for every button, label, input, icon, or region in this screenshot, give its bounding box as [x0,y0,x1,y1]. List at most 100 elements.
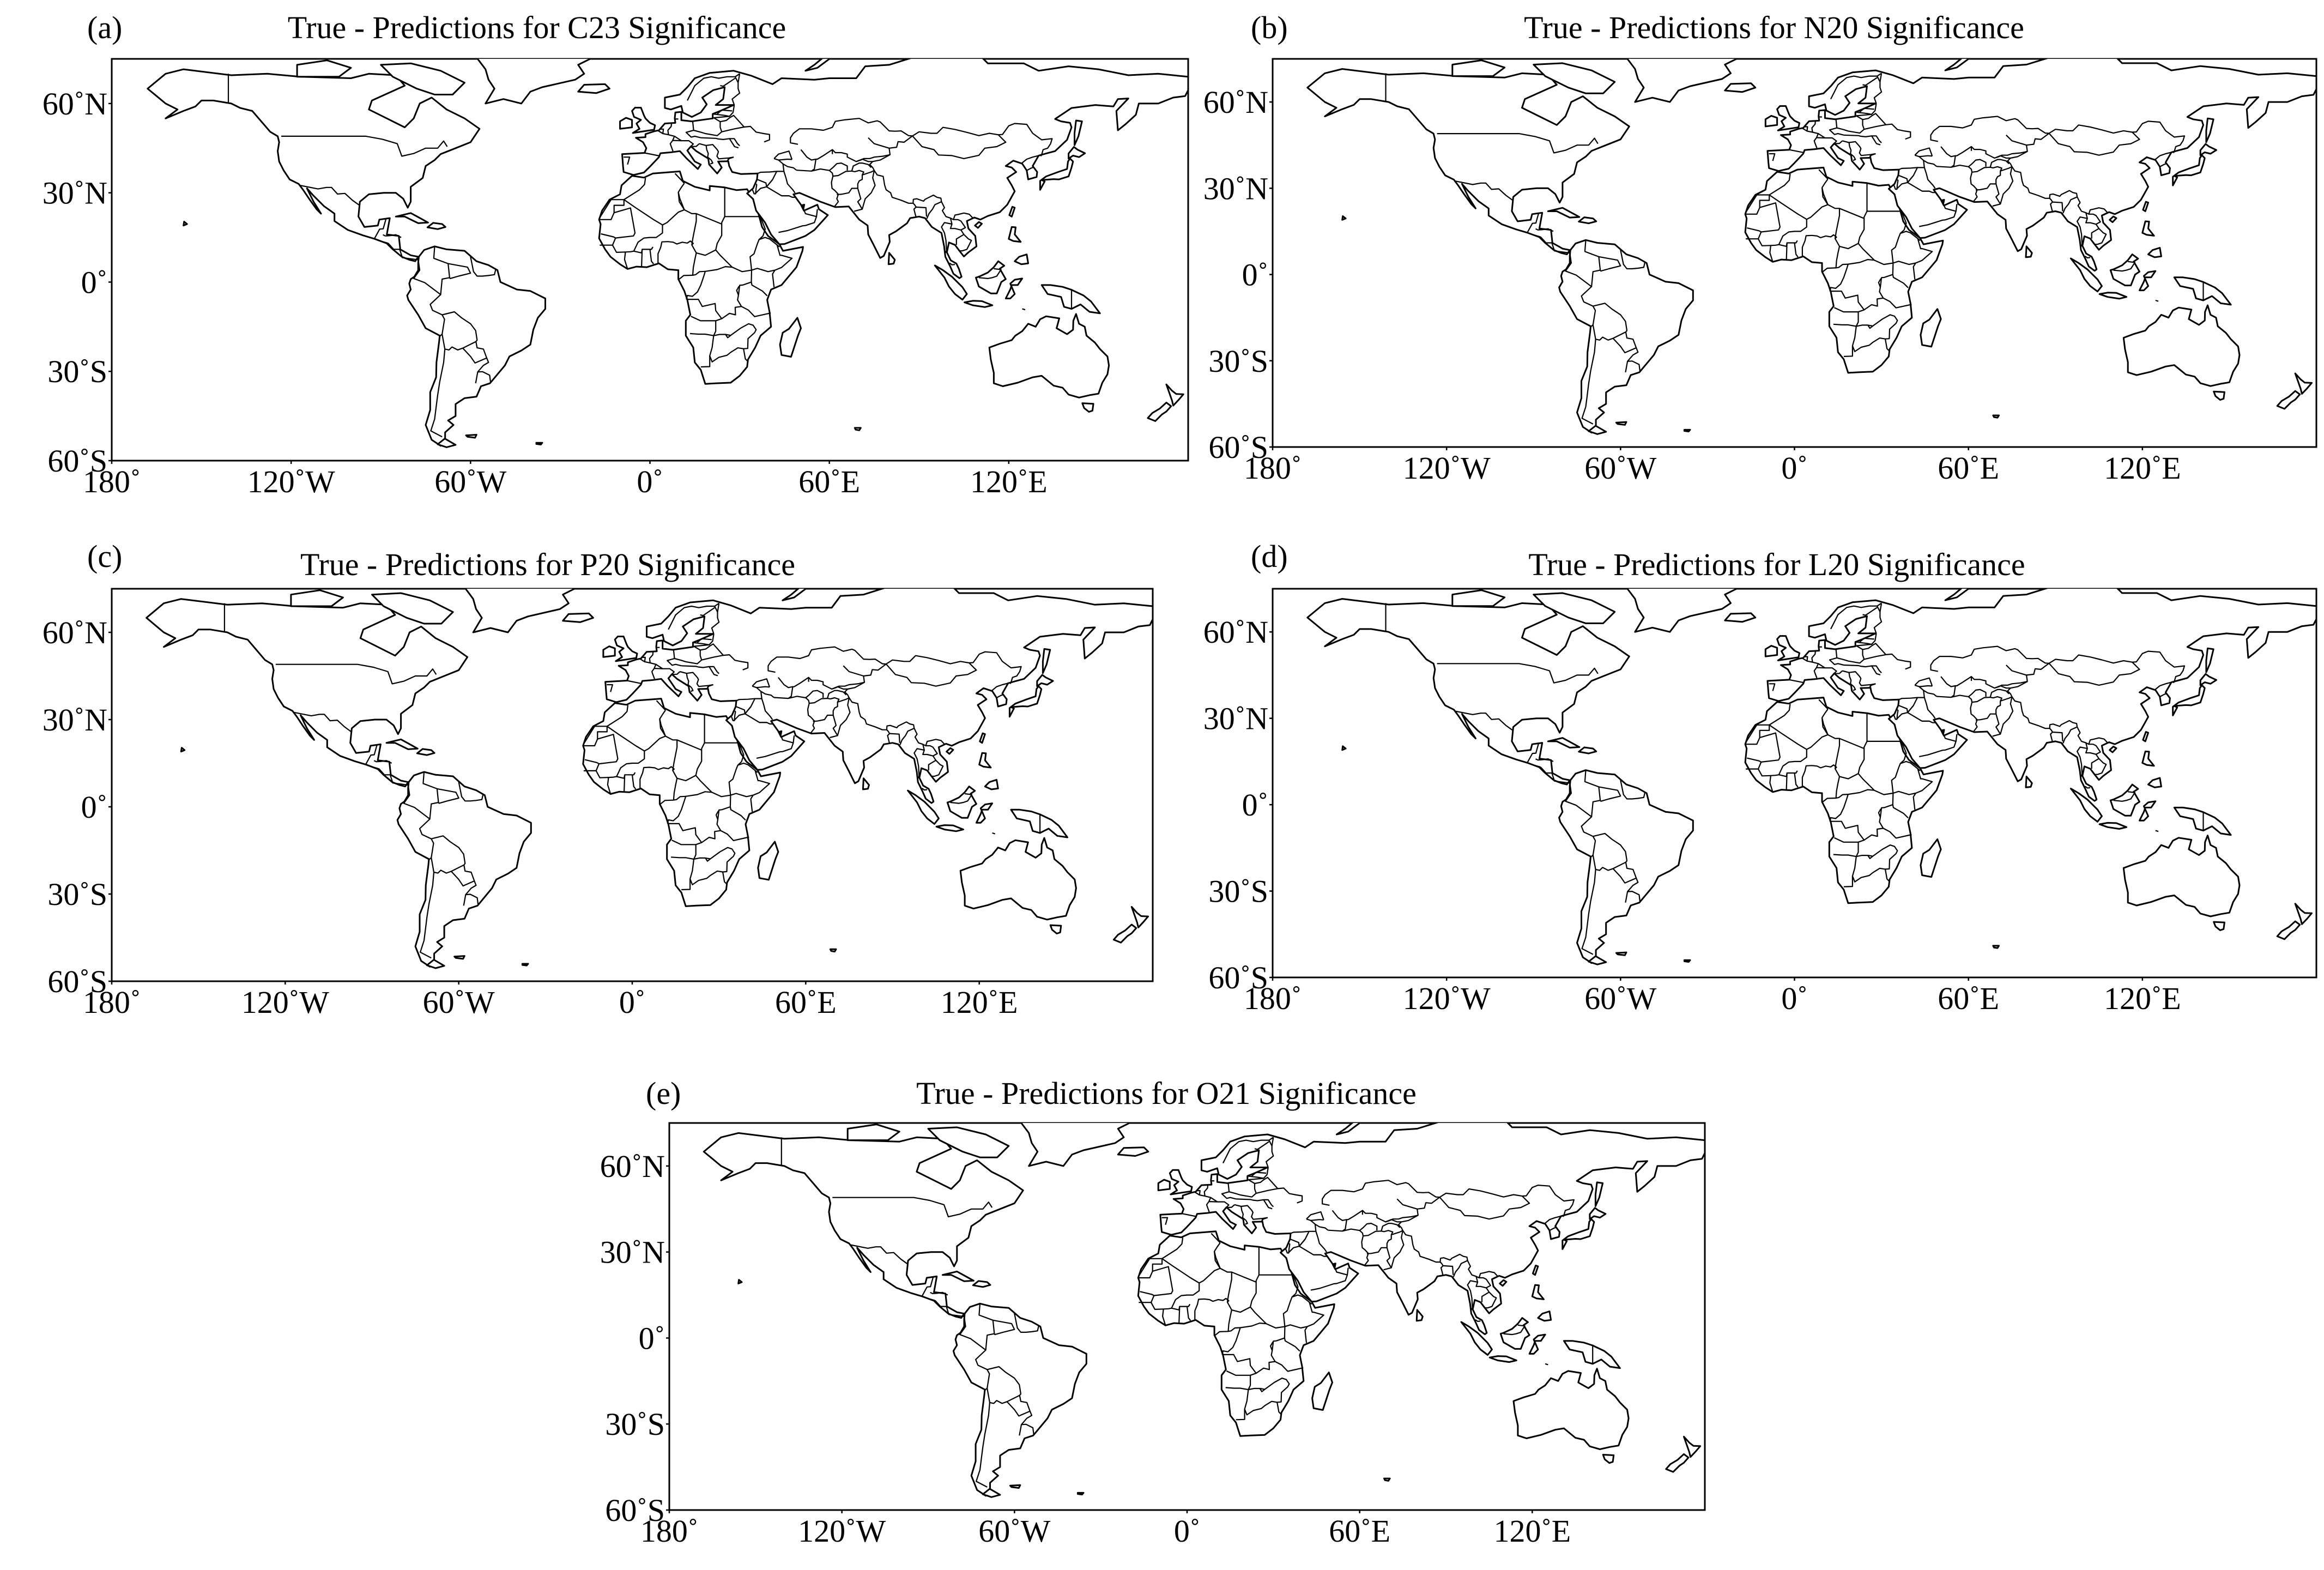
country-border [1439,1188,1530,1220]
landmass-sri-lanka [1415,1309,1424,1322]
landmass-cuba [395,212,429,224]
landmass-greenland [1020,1123,1131,1167]
landmass-hawaii [737,1279,743,1284]
y-tick-label: 0˚ [639,1320,665,1356]
country-border [1818,169,1829,180]
country-border [1830,764,1834,768]
country-border [1923,690,1937,697]
country-border [736,685,762,702]
country-border [1194,1297,1232,1332]
landmass-new-guinea [2173,806,2232,836]
country-border [720,114,770,143]
landmass-java [2098,822,2128,830]
x-tick-label: 0˚ [1781,981,1807,1016]
country-border [654,668,663,669]
country-border [1879,73,1883,82]
country-border [624,775,626,792]
country-border [674,173,685,184]
country-border [1789,149,1804,153]
country-border [2000,166,2014,204]
country-border [2159,162,2167,167]
country-border [1221,1183,1236,1200]
landmass-kerguelen [829,948,837,953]
country-border [754,179,773,195]
country-border [1869,153,1876,158]
country-border [752,678,771,687]
y-tick-label: 30˚N [43,702,107,738]
country-border [465,880,477,895]
country-border [1390,1230,1405,1268]
country-border [693,117,723,136]
country-border [755,183,758,195]
landmass-great-britain [631,107,656,134]
map-panel-a: (a) True - Predictions for C23 Significa… [43,10,1189,499]
country-border [721,126,745,132]
landmass-hawaii [1341,215,1347,221]
x-tick-label: 0˚ [637,464,663,499]
country-border [680,671,713,687]
country-border [644,152,660,157]
country-border [1599,256,1621,272]
country-border [607,684,613,692]
country-border [691,316,716,322]
country-border [1527,762,1570,784]
y-tick-label: 30˚S [1208,874,1268,909]
country-border [930,1291,948,1296]
country-border [1992,184,2001,207]
country-border [475,371,492,384]
landmass-falklands [453,955,465,960]
country-border [1747,757,1762,770]
country-border [1245,1220,1248,1225]
country-border [641,249,643,267]
country-border [1527,232,1570,254]
country-border [1455,180,1513,201]
country-border [767,646,886,673]
landmass-sumatra [2069,257,2103,293]
country-border [1818,133,1837,144]
country-border [433,246,450,295]
landmass-luzon [2141,220,2155,237]
country-border [649,652,654,663]
landmass-japan [2172,684,2206,716]
country-border [697,638,712,643]
landmass-ireland [1764,645,1778,657]
country-border [1839,773,1859,780]
country-border [2006,665,2027,676]
country-border [649,249,654,264]
landmass-hainan [2109,745,2117,753]
landmass-sumatra [2069,788,2103,823]
landmass-sakhalin [2205,647,2214,673]
country-border [707,684,713,689]
country-border [1851,867,1886,883]
landmass-tierra-del-fuego [982,1488,1001,1498]
country-border [1467,1280,1478,1312]
country-border [1923,160,1937,167]
country-border [2091,758,2099,769]
country-border [1769,173,1791,196]
landmass-nz-north [1165,383,1184,407]
landmass-hainan [974,221,983,229]
landmass-kerguelen [1992,414,2000,419]
y-tick-label: 30˚N [1203,171,1268,206]
country-border [583,726,608,747]
landmass-tierra-del-fuego [1588,955,1607,965]
country-border [672,740,678,771]
y-tick-label: 60˚N [43,615,107,650]
country-border [1186,1306,1191,1321]
y-tick-label: 30˚N [600,1235,665,1270]
landmass-falklands [1009,1484,1021,1489]
country-border [1244,1400,1278,1416]
country-border [614,207,636,239]
country-border [1527,212,1540,233]
landmass-novaya-zemlya [1944,59,1971,71]
landmass-great-britain [1169,1169,1193,1195]
country-border [1843,134,1881,146]
country-border [668,605,715,630]
country-border [751,282,768,297]
map-panel-b: (b) True - Predictions for N20 Significa… [1203,10,2317,486]
country-border [477,358,489,373]
country-border [701,655,724,661]
x-tick-label: 60˚W [423,985,495,1020]
country-border [1830,291,1865,311]
country-border [679,270,706,300]
